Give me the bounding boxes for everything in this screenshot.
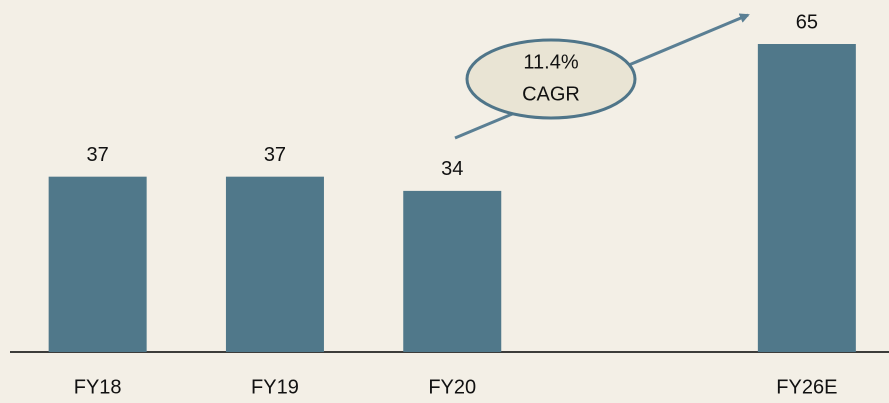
data-label: 34 bbox=[441, 158, 463, 180]
x-tick-label: FY26E bbox=[776, 376, 837, 398]
x-tick-label: FY19 bbox=[251, 376, 299, 398]
bar bbox=[403, 190, 502, 352]
bar bbox=[48, 176, 147, 352]
bar bbox=[757, 44, 856, 352]
data-label: 65 bbox=[796, 11, 818, 33]
cagr-bubble bbox=[465, 38, 637, 120]
data-label: 37 bbox=[264, 144, 286, 166]
x-tick-label: FY20 bbox=[428, 376, 476, 398]
annotation-line: CAGR bbox=[522, 83, 580, 105]
x-tick-label: FY18 bbox=[74, 376, 122, 398]
annotation-line: 11.4% bbox=[523, 51, 578, 73]
bar bbox=[225, 176, 324, 352]
data-label: 37 bbox=[87, 144, 109, 166]
